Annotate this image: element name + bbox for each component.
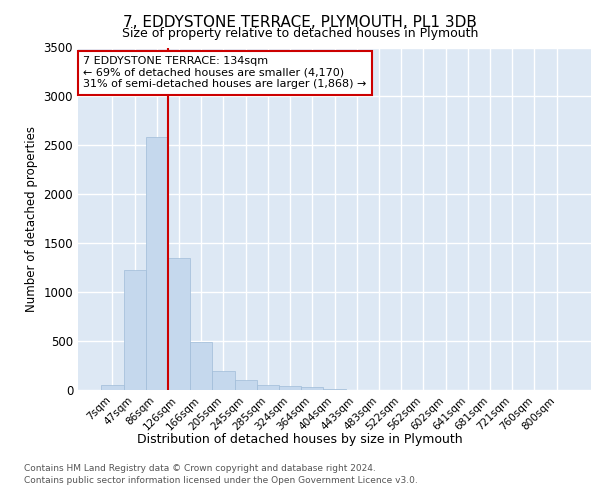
Bar bbox=[168, 258, 190, 390]
Bar bbox=[279, 386, 301, 390]
Bar bbox=[323, 389, 346, 390]
Bar bbox=[190, 342, 212, 390]
Bar bbox=[101, 385, 124, 390]
Text: Contains HM Land Registry data © Crown copyright and database right 2024.: Contains HM Land Registry data © Crown c… bbox=[24, 464, 376, 473]
Text: 7 EDDYSTONE TERRACE: 134sqm
← 69% of detached houses are smaller (4,170)
31% of : 7 EDDYSTONE TERRACE: 134sqm ← 69% of det… bbox=[83, 56, 367, 90]
Bar bbox=[124, 270, 146, 390]
Bar bbox=[257, 384, 279, 390]
Bar bbox=[212, 371, 235, 390]
Text: 7, EDDYSTONE TERRACE, PLYMOUTH, PL1 3DB: 7, EDDYSTONE TERRACE, PLYMOUTH, PL1 3DB bbox=[123, 15, 477, 30]
Text: Size of property relative to detached houses in Plymouth: Size of property relative to detached ho… bbox=[122, 28, 478, 40]
Y-axis label: Number of detached properties: Number of detached properties bbox=[25, 126, 38, 312]
Text: Contains public sector information licensed under the Open Government Licence v3: Contains public sector information licen… bbox=[24, 476, 418, 485]
Bar bbox=[301, 386, 323, 390]
Bar bbox=[146, 136, 168, 390]
Bar bbox=[235, 380, 257, 390]
Text: Distribution of detached houses by size in Plymouth: Distribution of detached houses by size … bbox=[137, 432, 463, 446]
